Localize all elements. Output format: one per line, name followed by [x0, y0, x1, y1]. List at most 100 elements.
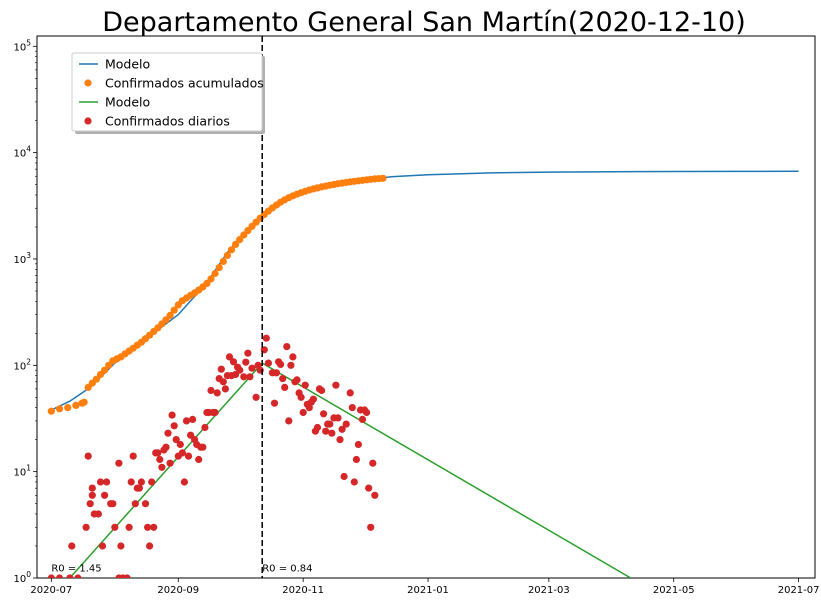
series-markers	[47, 174, 387, 578]
data-point	[379, 174, 387, 182]
data-point	[248, 364, 256, 372]
chart-title: Departamento General San Martín(2020-12-…	[102, 7, 746, 38]
data-point	[111, 523, 119, 531]
data-point	[232, 240, 240, 248]
data-point	[64, 404, 72, 412]
data-point	[215, 264, 223, 272]
data-point	[264, 359, 272, 367]
legend: Modelo Confirmados acumulados Modelo Confir…	[71, 52, 265, 134]
y-tick-label: 100	[13, 570, 31, 585]
data-point	[244, 349, 252, 357]
data-point	[283, 343, 291, 351]
data-point	[158, 463, 166, 471]
data-point	[287, 361, 295, 369]
data-point	[322, 427, 330, 435]
data-point	[225, 353, 234, 361]
data-point	[84, 452, 92, 460]
data-point	[162, 443, 170, 451]
data-point	[236, 236, 244, 244]
y-tick-label: 105	[13, 38, 31, 53]
data-point	[367, 523, 375, 531]
data-point	[47, 574, 55, 578]
data-point	[109, 500, 117, 508]
legend-box	[71, 52, 263, 132]
data-point	[354, 440, 362, 449]
data-point	[211, 408, 219, 417]
data-point	[82, 523, 90, 531]
data-point	[178, 449, 186, 457]
data-point	[101, 491, 109, 499]
data-point	[320, 410, 328, 418]
legend-marker-swatch	[84, 117, 92, 125]
data-point	[117, 542, 125, 550]
data-point	[281, 383, 289, 391]
annotation-text: R0 = 0.84	[262, 564, 312, 575]
data-point	[369, 459, 377, 467]
data-point	[199, 443, 207, 451]
data-point	[252, 393, 260, 401]
data-point	[137, 478, 145, 486]
x-axis: 2020-07 2020-09 2020-11 2021-01 2021-03 2021-…	[30, 578, 820, 596]
data-point	[156, 455, 164, 464]
data-point	[96, 478, 105, 486]
data-point	[336, 436, 344, 444]
data-point	[363, 408, 371, 417]
data-point	[88, 484, 96, 492]
data-point	[219, 378, 227, 386]
data-point	[342, 420, 350, 428]
data-point	[146, 542, 154, 550]
data-point	[115, 459, 123, 467]
data-point	[371, 491, 379, 499]
x-tick-label: 2021-05	[653, 585, 695, 596]
data-point	[207, 386, 215, 395]
data-point	[313, 423, 322, 432]
data-point	[223, 251, 231, 259]
annotations: R0 = 1.45 R0 = 0.84	[51, 564, 312, 575]
data-point	[135, 484, 143, 492]
data-point	[98, 542, 107, 550]
data-point	[328, 429, 336, 437]
data-point	[164, 429, 172, 437]
data-point	[176, 440, 184, 449]
data-point	[358, 415, 367, 423]
data-point	[326, 420, 334, 428]
legend-label: Confirmados diarios	[105, 114, 230, 129]
data-point	[297, 393, 305, 401]
x-tick-label: 2020-11	[282, 585, 324, 596]
y-tick-label: 104	[13, 145, 31, 160]
annotation-text: R0 = 1.45	[51, 564, 101, 575]
data-point	[180, 478, 188, 486]
data-point	[318, 386, 326, 395]
data-point	[148, 478, 156, 486]
data-point	[94, 510, 102, 518]
data-point	[101, 366, 109, 374]
x-tick-label: 2020-07	[30, 585, 72, 596]
data-point	[365, 484, 373, 492]
data-point	[141, 500, 150, 508]
data-point	[293, 376, 301, 384]
data-point	[66, 574, 74, 578]
data-point	[272, 369, 281, 377]
data-point	[262, 334, 270, 342]
data-point	[170, 306, 178, 314]
data-point	[74, 574, 82, 578]
data-point	[170, 422, 178, 430]
data-point	[86, 500, 94, 508]
data-point	[92, 375, 100, 383]
data-point	[80, 398, 88, 406]
data-point	[150, 523, 158, 531]
y-tick-label: 102	[13, 357, 31, 372]
data-point	[305, 404, 313, 412]
data-point	[72, 401, 80, 409]
data-point	[123, 574, 131, 578]
data-point	[340, 472, 348, 481]
data-point	[346, 389, 354, 397]
data-point	[125, 523, 133, 531]
data-point	[246, 373, 254, 381]
data-point	[236, 366, 244, 374]
data-point	[277, 360, 285, 368]
data-point	[168, 411, 176, 419]
data-point	[144, 523, 152, 531]
legend-marker-swatch	[84, 79, 92, 87]
